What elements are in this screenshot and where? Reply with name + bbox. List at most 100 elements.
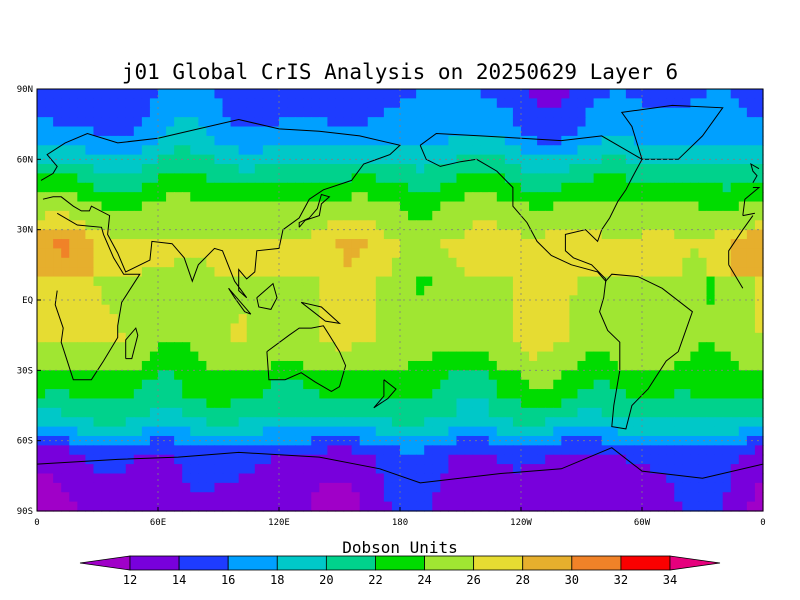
field-cell [537,398,546,409]
field-cell [408,332,417,343]
field-cell [448,454,458,465]
field-cell [601,304,611,315]
field-cell [408,389,417,400]
field-cell [593,192,603,203]
latitude-label: 90S [17,507,33,517]
field-cell [609,492,619,503]
field-cell [512,210,522,221]
field-cell [222,229,232,240]
field-cell [125,389,135,400]
field-cell [521,164,530,174]
field-cell [351,173,361,184]
field-cell [682,117,691,128]
field-cell [182,473,191,484]
field-cell [738,98,748,109]
field-cell [714,248,724,259]
field-cell [149,351,159,362]
field-cell [754,117,764,128]
field-cell [254,267,264,278]
field-cell [400,276,409,287]
field-cell [343,201,353,212]
field-cell [158,117,167,128]
field-cell [45,407,54,418]
field-cell [424,220,433,231]
field-cell [400,192,409,203]
field-cell [456,342,466,353]
field-cell [375,473,385,484]
field-cell [625,145,635,156]
field-cell [658,164,667,174]
field-cell [254,473,264,484]
field-cell [270,98,280,109]
field-cell [174,492,183,503]
field-cell [690,332,700,343]
field-cell [343,267,353,278]
field-cell [674,248,683,259]
field-cell [166,426,175,437]
field-cell [327,360,337,371]
field-cell [666,323,675,334]
field-cell [295,173,304,184]
field-cell [359,314,369,325]
field-cell [359,398,369,409]
field-cell [101,295,111,306]
field-cell [262,464,272,475]
field-cell [230,304,240,315]
field-cell [537,145,546,156]
field-cell [319,314,328,325]
field-cell [391,117,401,128]
field-cell [311,201,320,212]
field-cell [488,107,498,118]
field-cell [706,126,716,137]
field-cell [37,389,46,400]
colorbar-over-arrow [669,555,721,571]
field-cell [440,314,449,325]
field-cell [182,173,191,184]
field-cell [666,220,675,231]
field-cell [246,182,256,193]
field-cell [537,210,546,221]
field-cell [432,98,441,109]
field-cell [254,482,264,493]
field-cell [303,248,312,259]
field-cell [521,445,530,456]
field-cell [327,342,337,353]
field-cell [149,107,159,118]
field-cell [569,210,579,221]
field-cell [327,164,337,174]
field-cell [270,154,280,165]
field-cell [311,154,320,165]
field-cell [714,117,724,128]
field-cell [496,501,506,512]
field-cell [464,126,474,137]
field-cell [101,473,111,484]
field-cell [391,220,401,231]
field-cell [561,201,570,212]
field-cell [174,285,183,296]
field-cell [303,117,312,128]
field-cell [408,360,417,371]
field-cell [359,323,369,334]
field-cell [682,482,691,493]
field-cell [141,107,151,118]
field-cell [617,117,627,128]
field-cell [754,304,764,315]
field-cell [77,360,86,371]
field-cell [287,454,296,465]
field-cell [246,126,256,137]
field-cell [738,107,748,118]
field-cell [367,145,377,156]
field-cell [464,201,474,212]
field-cell [391,407,401,418]
field-cell [609,182,619,193]
field-cell [214,314,224,325]
field-cell [141,229,151,240]
field-cell [174,107,183,118]
field-cell [93,389,103,400]
field-cell [553,173,562,184]
field-cell [238,220,248,231]
field-cell [512,267,522,278]
field-cell [496,201,506,212]
field-cell [262,323,272,334]
field-cell [400,445,409,456]
